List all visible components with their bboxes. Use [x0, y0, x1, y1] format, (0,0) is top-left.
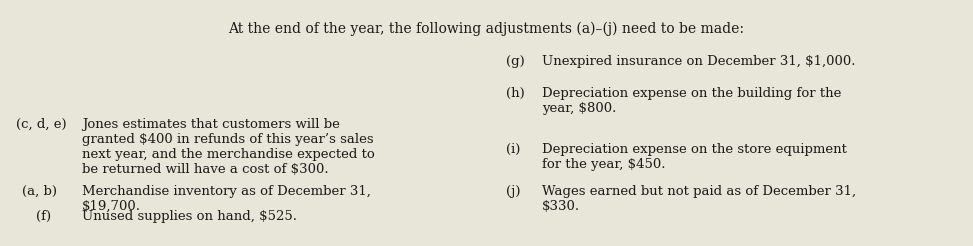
Text: (f): (f) [36, 210, 52, 223]
Text: (j): (j) [506, 185, 521, 198]
Text: (c, d, e): (c, d, e) [16, 118, 66, 131]
Text: (a, b): (a, b) [22, 185, 57, 198]
Text: for the year, $450.: for the year, $450. [542, 158, 666, 171]
Text: Jones estimates that customers will be: Jones estimates that customers will be [82, 118, 340, 131]
Text: (g): (g) [506, 55, 524, 68]
Text: $330.: $330. [542, 200, 580, 213]
Text: year, $800.: year, $800. [542, 102, 616, 115]
Text: (i): (i) [506, 143, 521, 156]
Text: granted $400 in refunds of this year’s sales: granted $400 in refunds of this year’s s… [82, 133, 374, 146]
Text: (h): (h) [506, 87, 524, 100]
Text: $19,700.: $19,700. [82, 200, 141, 213]
Text: At the end of the year, the following adjustments (a)–(j) need to be made:: At the end of the year, the following ad… [229, 22, 744, 36]
Text: next year, and the merchandise expected to: next year, and the merchandise expected … [82, 148, 375, 161]
Text: be returned will have a cost of $300.: be returned will have a cost of $300. [82, 163, 329, 176]
Text: Unexpired insurance on December 31, $1,000.: Unexpired insurance on December 31, $1,0… [542, 55, 855, 68]
Text: Merchandise inventory as of December 31,: Merchandise inventory as of December 31, [82, 185, 371, 198]
Text: Depreciation expense on the building for the: Depreciation expense on the building for… [542, 87, 842, 100]
Text: Wages earned but not paid as of December 31,: Wages earned but not paid as of December… [542, 185, 856, 198]
Text: Unused supplies on hand, $525.: Unused supplies on hand, $525. [82, 210, 297, 223]
Text: Depreciation expense on the store equipment: Depreciation expense on the store equipm… [542, 143, 847, 156]
